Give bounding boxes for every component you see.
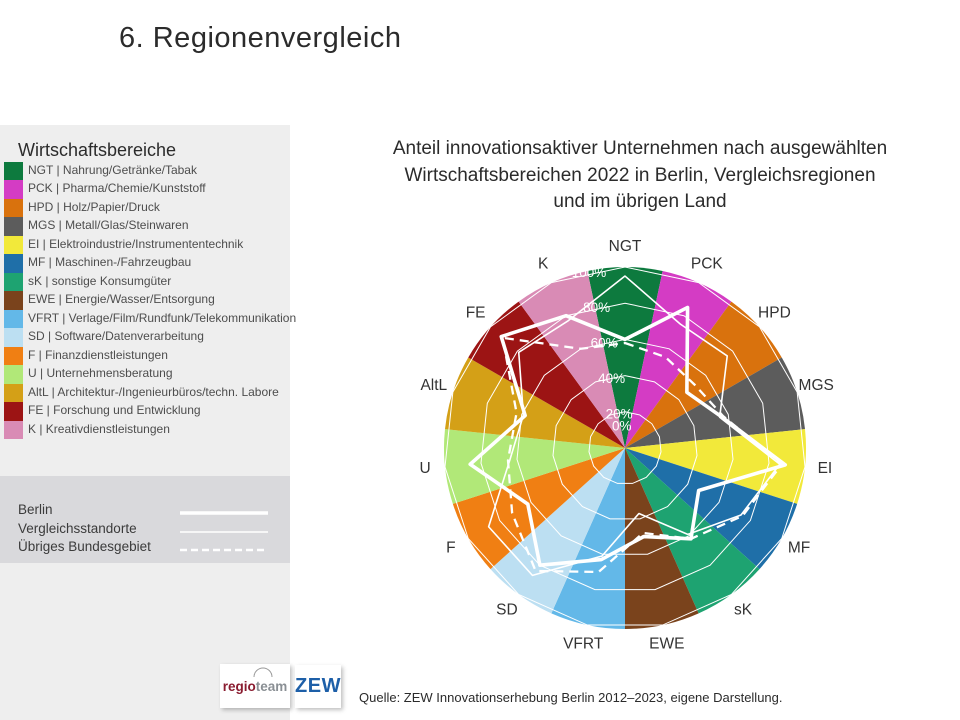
- svg-text:SD: SD: [496, 602, 518, 619]
- svg-text:40%: 40%: [598, 371, 625, 386]
- svg-text:U: U: [419, 460, 430, 477]
- svg-text:60%: 60%: [591, 336, 618, 351]
- svg-text:K: K: [538, 255, 549, 272]
- svg-text:VFRT: VFRT: [563, 636, 604, 653]
- svg-text:EI: EI: [818, 460, 833, 477]
- svg-text:80%: 80%: [583, 300, 610, 315]
- svg-text:AltL: AltL: [420, 377, 447, 394]
- svg-text:EWE: EWE: [649, 636, 684, 653]
- svg-text:MF: MF: [788, 540, 810, 557]
- svg-text:sK: sK: [734, 602, 753, 619]
- svg-text:FE: FE: [466, 305, 486, 322]
- svg-text:MGS: MGS: [799, 377, 834, 394]
- svg-text:0%: 0%: [612, 418, 632, 433]
- svg-text:100%: 100%: [572, 265, 607, 280]
- svg-text:HPD: HPD: [758, 305, 791, 322]
- svg-text:NGT: NGT: [609, 238, 642, 255]
- svg-text:F: F: [446, 540, 455, 557]
- svg-text:PCK: PCK: [691, 255, 724, 272]
